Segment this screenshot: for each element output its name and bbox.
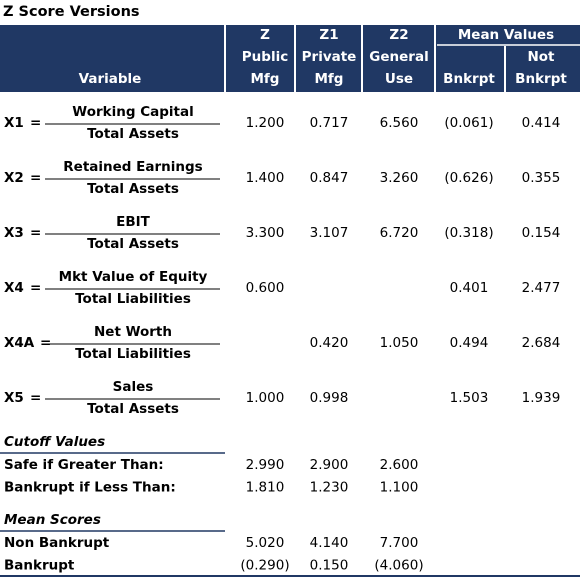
header-label: Private bbox=[302, 49, 357, 65]
cell-value: 6.720 bbox=[380, 225, 419, 241]
cell-value: (0.290) bbox=[240, 558, 289, 574]
cell-value: 0.154 bbox=[522, 225, 561, 241]
header-label: Bnkrpt bbox=[515, 71, 567, 87]
cell-value: 1.000 bbox=[246, 390, 285, 406]
header-label: Bnkrpt bbox=[443, 71, 495, 87]
variable-label: X3 bbox=[4, 225, 24, 241]
cell-value: 1.810 bbox=[246, 480, 285, 496]
header-label: Variable bbox=[79, 71, 142, 87]
cell-value: 2.990 bbox=[246, 457, 285, 473]
equals-sign: = bbox=[30, 115, 41, 131]
cell-value: 6.560 bbox=[380, 115, 419, 131]
variable-label: X4A bbox=[4, 335, 35, 351]
header-label: Mfg bbox=[251, 71, 280, 87]
variable-label: X1 bbox=[4, 115, 24, 131]
row-label: Bankrupt bbox=[4, 558, 75, 574]
denominator: Total Liabilities bbox=[75, 346, 191, 362]
row-label: Non Bankrupt bbox=[4, 535, 110, 551]
cell-value: 3.300 bbox=[246, 225, 285, 241]
section-title: Cutoff Values bbox=[4, 434, 105, 450]
cell-value: 4.140 bbox=[310, 535, 349, 551]
numerator: Sales bbox=[113, 379, 154, 395]
header-label: Z bbox=[260, 27, 270, 43]
denominator: Total Liabilities bbox=[75, 291, 191, 307]
header-label: Z2 bbox=[389, 27, 408, 43]
row-label: Safe if Greater Than: bbox=[4, 457, 164, 473]
cell-value: 2.900 bbox=[310, 457, 349, 473]
cell-value: 0.150 bbox=[310, 558, 349, 574]
cell-value: 0.998 bbox=[310, 390, 349, 406]
cell-value: 3.260 bbox=[380, 170, 419, 186]
cell-value: 2.684 bbox=[522, 335, 561, 351]
denominator: Total Assets bbox=[87, 401, 179, 417]
cell-value: (0.626) bbox=[444, 170, 493, 186]
cell-value: (0.318) bbox=[444, 225, 493, 241]
cell-value: 1.400 bbox=[246, 170, 285, 186]
cell-value: 1.200 bbox=[246, 115, 285, 131]
cell-value: 0.355 bbox=[522, 170, 561, 186]
cell-value: 0.494 bbox=[450, 335, 489, 351]
cell-value: 1.050 bbox=[380, 335, 419, 351]
cell-value: 1.100 bbox=[380, 480, 419, 496]
header-label: Mfg bbox=[315, 71, 344, 87]
equals-sign: = bbox=[30, 225, 41, 241]
header-label: Mean Values bbox=[458, 27, 554, 43]
header-background bbox=[0, 25, 580, 92]
numerator: Net Worth bbox=[94, 324, 172, 340]
cell-value: 1.230 bbox=[310, 480, 349, 496]
variable-label: X2 bbox=[4, 170, 24, 186]
denominator: Total Assets bbox=[87, 236, 179, 252]
cell-value: 0.401 bbox=[450, 280, 489, 296]
cell-value: 5.020 bbox=[246, 535, 285, 551]
equals-sign: = bbox=[30, 280, 41, 296]
cell-value: (4.060) bbox=[374, 558, 423, 574]
cell-value: 3.107 bbox=[310, 225, 349, 241]
denominator: Total Assets bbox=[87, 126, 179, 142]
header-label: General bbox=[369, 49, 428, 65]
equals-sign: = bbox=[40, 335, 51, 351]
cell-value: 2.477 bbox=[522, 280, 561, 296]
header-label: Not bbox=[527, 49, 555, 65]
header-label: Use bbox=[385, 71, 413, 87]
cell-value: 0.717 bbox=[310, 115, 349, 131]
numerator: EBIT bbox=[116, 214, 151, 230]
cell-value: (0.061) bbox=[444, 115, 493, 131]
header-label: Z1 bbox=[319, 27, 338, 43]
variable-label: X4 bbox=[4, 280, 24, 296]
variable-label: X5 bbox=[4, 390, 24, 406]
equals-sign: = bbox=[30, 170, 41, 186]
cell-value: 1.503 bbox=[450, 390, 489, 406]
numerator: Mkt Value of Equity bbox=[59, 269, 208, 285]
cell-value: 2.600 bbox=[380, 457, 419, 473]
cell-value: 1.939 bbox=[522, 390, 561, 406]
denominator: Total Assets bbox=[87, 181, 179, 197]
cell-value: 0.847 bbox=[310, 170, 349, 186]
numerator: Working Capital bbox=[72, 104, 193, 120]
cell-value: 7.700 bbox=[380, 535, 419, 551]
table-title: Z Score Versions bbox=[3, 4, 140, 20]
row-label: Bankrupt if Less Than: bbox=[4, 480, 176, 496]
cell-value: 0.600 bbox=[246, 280, 285, 296]
section-title: Mean Scores bbox=[4, 512, 101, 528]
numerator: Retained Earnings bbox=[63, 159, 202, 175]
cell-value: 0.414 bbox=[522, 115, 561, 131]
cell-value: 0.420 bbox=[310, 335, 349, 351]
header-label: Public bbox=[242, 49, 288, 65]
equals-sign: = bbox=[30, 390, 41, 406]
